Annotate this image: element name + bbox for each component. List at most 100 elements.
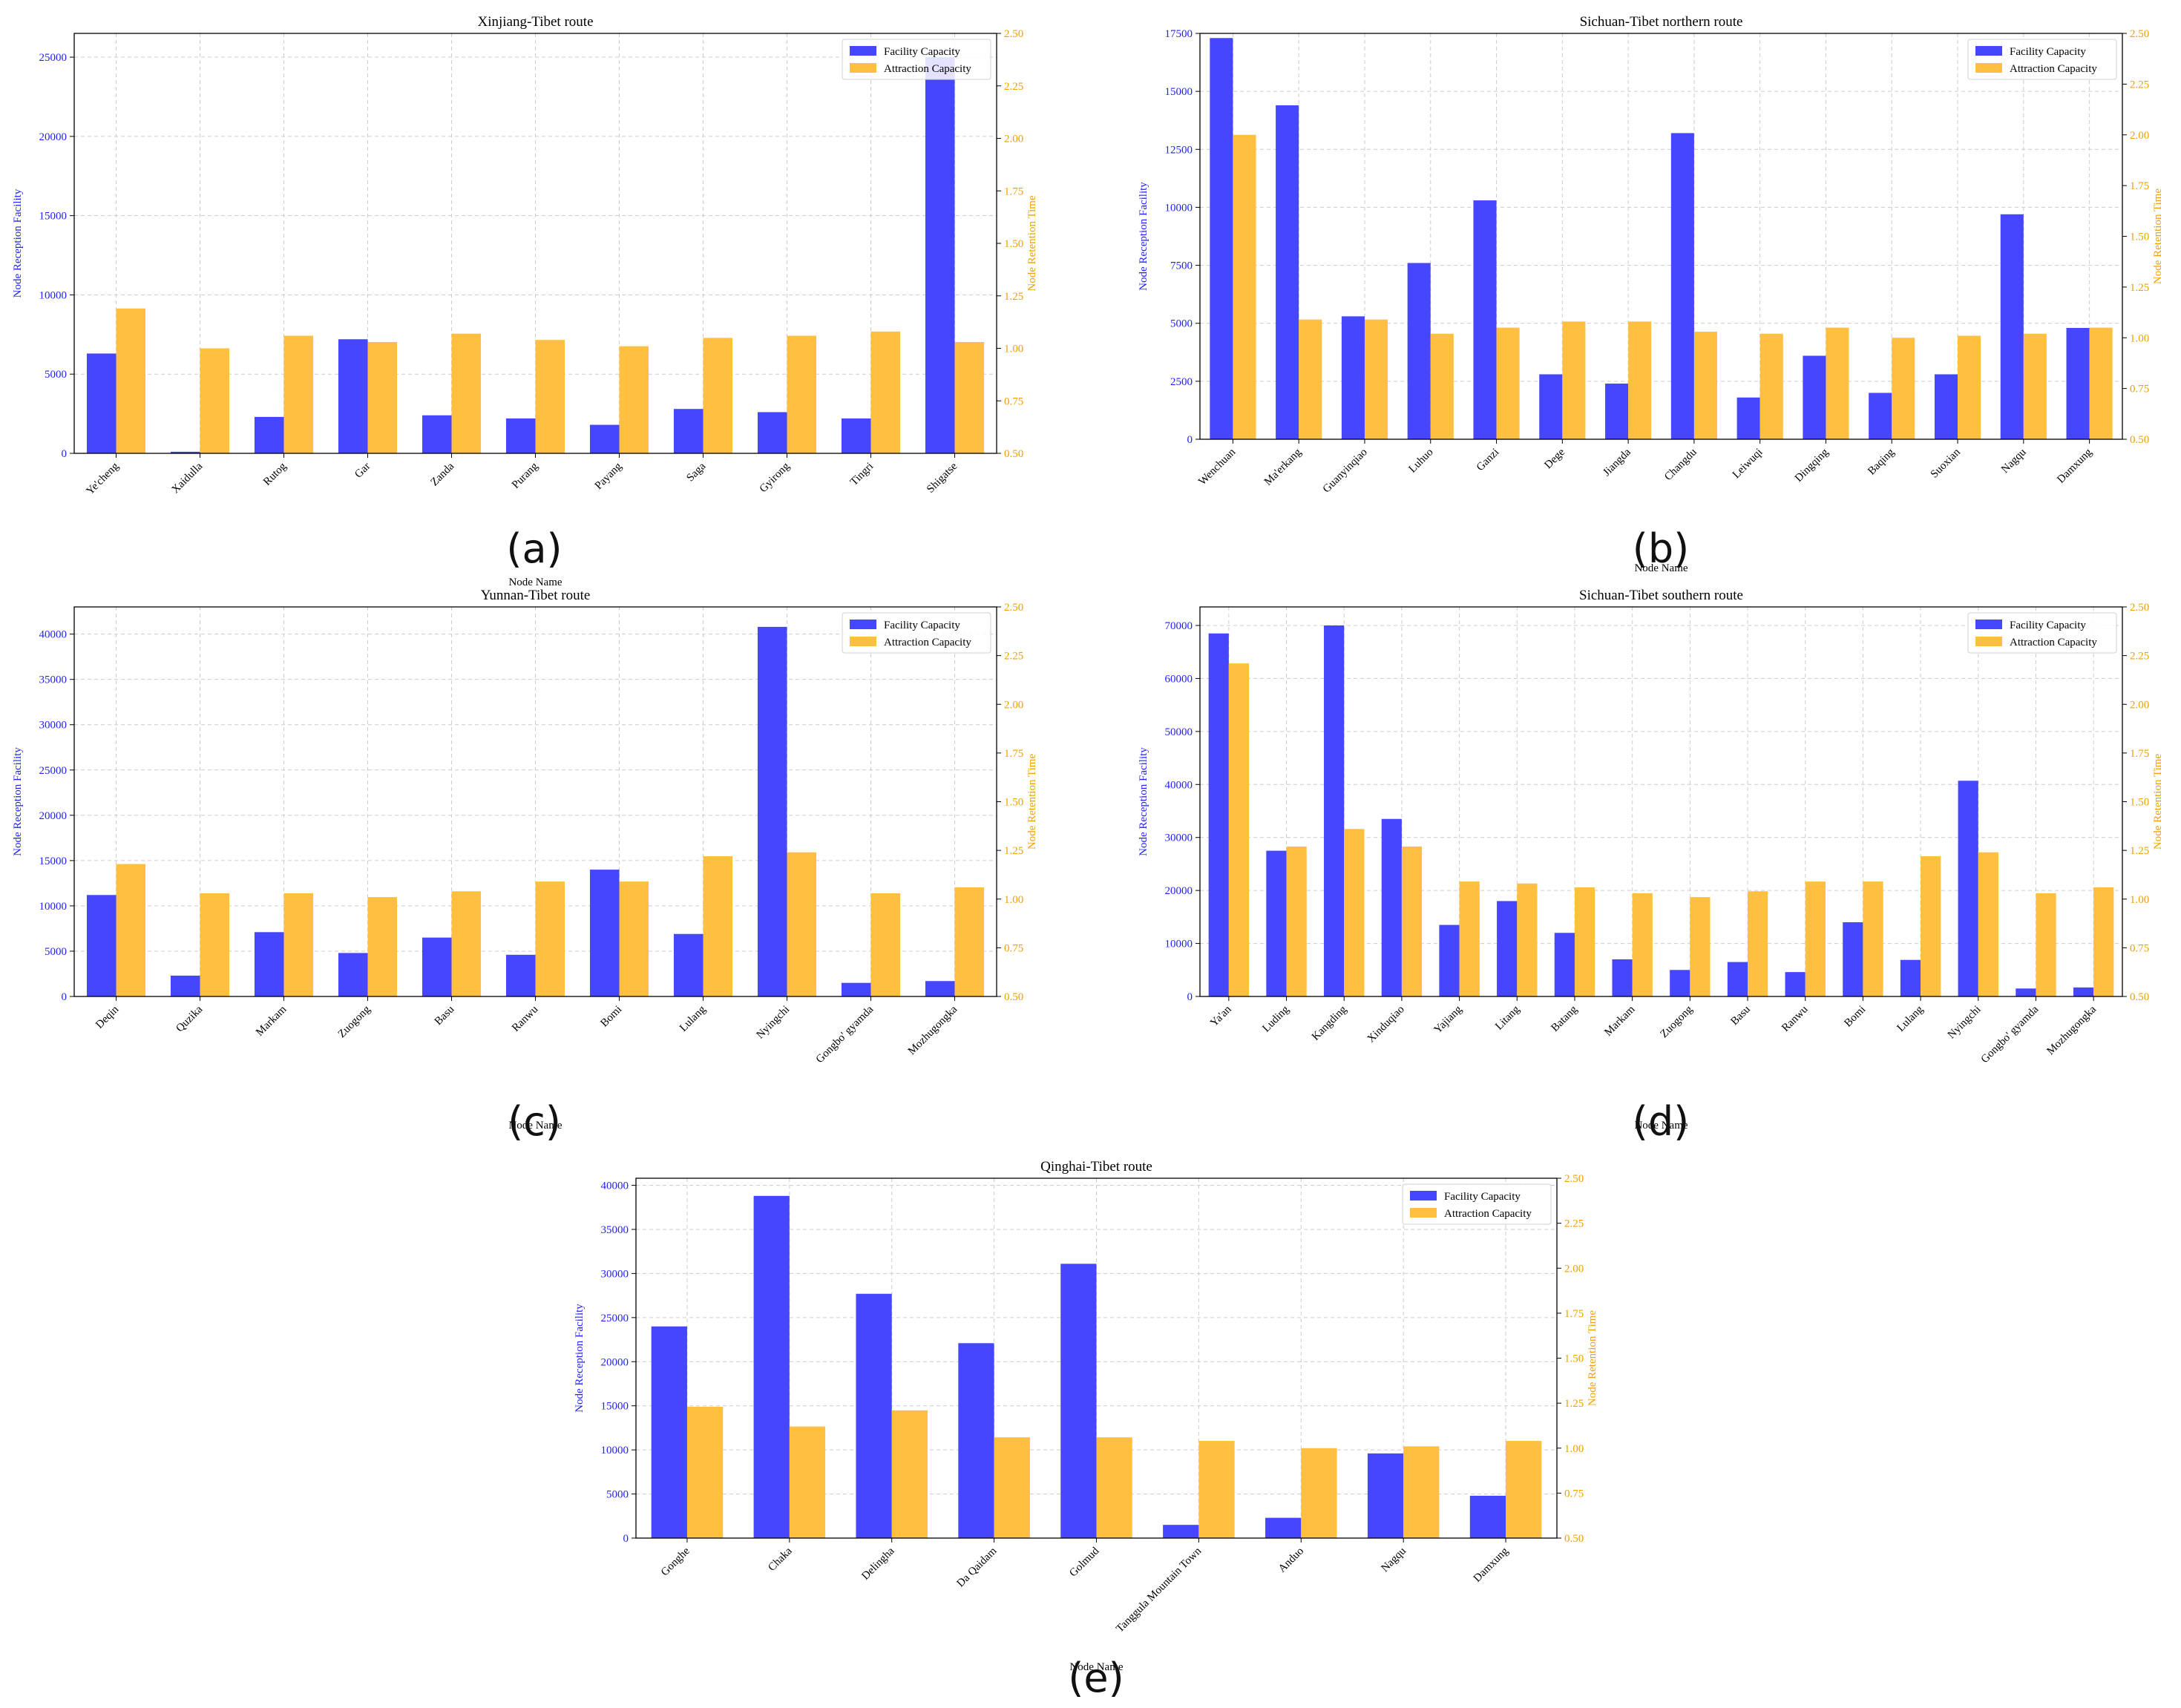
- legend-label-1: Attraction Capacity: [2010, 637, 2097, 648]
- tick-label-right: 0.75: [2130, 942, 2149, 954]
- legend: Facility Capacity Attraction Capacity: [1402, 1183, 1552, 1225]
- bar-attraction-Bomi: [619, 881, 649, 996]
- bar-attraction-Ranwu: [535, 881, 565, 996]
- tick-label-left: 10000: [601, 1445, 629, 1456]
- tick-label-left: 5000: [45, 369, 67, 381]
- bar-attraction-Purang: [535, 340, 565, 453]
- tick-label-right: 1.75: [2130, 180, 2149, 192]
- tick-label-right: 1.25: [1004, 845, 1023, 857]
- tick-label-x: Purang: [510, 460, 541, 491]
- chart-1: 0 2500 5000 7500 10000 12500 15000 17500 0.50 0.7…: [1138, 14, 2164, 574]
- chart-4: 0 5000 10000 15000 20000 25000 30000 35000 40000…: [574, 1159, 1598, 1701]
- tick-label-x: Markam: [254, 1003, 289, 1038]
- bar-attraction-Changdu: [1693, 332, 1717, 439]
- bar-facility-Batang: [1554, 933, 1575, 996]
- tick-label-left: 5000: [606, 1489, 629, 1501]
- tick-label-right: 1.50: [2130, 231, 2149, 243]
- bar-facility-Bomi: [1843, 922, 1863, 996]
- tick-label-left: 7500: [1170, 260, 1193, 272]
- legend: Facility Capacity Attraction Capacity: [1967, 39, 2117, 80]
- bar-facility-Da Qaidam: [958, 1343, 994, 1538]
- bar-facility-Nagqu: [2000, 214, 2024, 439]
- tick-label-left: 40000: [1165, 779, 1193, 791]
- chart-title: Sichuan-Tibet northern route: [1580, 14, 1743, 30]
- bar-facility-Rutog: [254, 416, 284, 453]
- tick-label-left: 20000: [39, 810, 68, 822]
- tick-label-right: 2.25: [2130, 79, 2149, 91]
- legend-box: [1967, 612, 2117, 654]
- legend-label-0: Facility Capacity: [884, 620, 960, 631]
- tick-label-right: 2.50: [2130, 28, 2149, 40]
- bar-facility-Xaidulla: [170, 451, 200, 453]
- bar-facility-Deqin: [86, 895, 117, 996]
- y-axis-label-right: Node Retention Time: [1026, 195, 1038, 292]
- bar-facility-Gongbo' gyamda: [841, 982, 871, 996]
- tick-label-x: Changdu: [1662, 446, 1699, 483]
- tick-label-x: Ganzi: [1475, 447, 1502, 474]
- tick-label-right: 1.25: [2130, 845, 2149, 857]
- bar-attraction-Batang: [1574, 887, 1595, 996]
- tick-label-x: Guanyinqiao: [1321, 447, 1370, 496]
- tick-label-right: 1.75: [2130, 748, 2149, 760]
- legend-swatch-0: [1975, 46, 2002, 56]
- tick-label-x: Nagqu: [1379, 1545, 1408, 1574]
- bar-facility-Gyirong: [757, 412, 787, 453]
- y-axis-label-left: Node Reception Facility: [1138, 747, 1149, 856]
- tick-label-x: Yajiang: [1432, 1003, 1465, 1036]
- bar-attraction-Golmud: [1096, 1437, 1132, 1538]
- legend-swatch-1: [1975, 63, 2002, 73]
- bar-attraction-Ye'cheng: [116, 308, 146, 453]
- legend-box: [842, 39, 991, 80]
- bar-attraction-Nagqu: [1403, 1446, 1440, 1538]
- tick-label-x: Kangding: [1310, 1003, 1349, 1042]
- legend-label-0: Facility Capacity: [2010, 46, 2086, 58]
- bar-facility-Lulang: [673, 933, 704, 996]
- bar-facility-Markam: [1612, 959, 1633, 996]
- bar-facility-Damxung: [2066, 327, 2090, 439]
- tick-label-left: 10000: [1165, 202, 1193, 214]
- bar-facility-Gongbo' gyamda: [2016, 988, 2036, 996]
- tick-label-x: Damxung: [2055, 446, 2094, 485]
- tick-label-right: 1.50: [2130, 797, 2149, 809]
- tick-label-right: 0.75: [1004, 942, 1023, 954]
- tick-label-left: 15000: [601, 1401, 629, 1413]
- bar-attraction-Gar: [367, 342, 398, 453]
- bar-attraction-Mozhugongka: [954, 887, 985, 996]
- legend: Facility Capacity Attraction Capacity: [842, 39, 991, 80]
- y-axis-label-left: Node Reception Facility: [574, 1304, 586, 1413]
- tick-label-right: 2.00: [1564, 1263, 1584, 1275]
- tick-label-left: 5000: [45, 946, 67, 958]
- tick-label-right: 2.00: [2130, 130, 2149, 142]
- bar-attraction-Damxung: [2089, 327, 2113, 439]
- tick-label-left: 40000: [601, 1180, 629, 1192]
- tick-label-left: 20000: [1165, 885, 1193, 897]
- tick-label-x: Gyirong: [758, 460, 793, 495]
- tick-label-right: 1.25: [1564, 1398, 1584, 1410]
- tick-label-x: Bomi: [1842, 1004, 1868, 1030]
- x-axis-label: Node Name: [1634, 1120, 1688, 1131]
- bar-attraction-Guanyinqiao: [1364, 319, 1388, 439]
- panel-label: (c): [508, 1098, 561, 1145]
- tick-label-x: Tingri: [848, 461, 876, 488]
- bar-facility-Basu: [1727, 962, 1748, 996]
- plot-frame: [1199, 33, 2123, 440]
- bar-attraction-Luding: [1286, 846, 1307, 996]
- tick-label-left: 35000: [601, 1224, 629, 1236]
- legend-swatch-1: [850, 637, 876, 646]
- bar-attraction-Zuogong: [367, 897, 398, 996]
- tick-label-right: 0.75: [1004, 395, 1023, 407]
- bar-attraction-Gyirong: [787, 335, 817, 453]
- tick-label-left: 5000: [1170, 318, 1193, 330]
- bar-facility-Guanyinqiao: [1341, 316, 1365, 439]
- tick-label-x: Golmud: [1067, 1545, 1101, 1579]
- tick-label-x: Dege: [1542, 446, 1567, 471]
- legend: Facility Capacity Attraction Capacity: [842, 612, 991, 654]
- tick-label-x: Da Qaidam: [955, 1545, 1000, 1589]
- legend-label-1: Attraction Capacity: [1444, 1208, 1532, 1220]
- bar-facility-Golmud: [1060, 1264, 1097, 1538]
- bar-attraction-Shigatse: [954, 342, 985, 453]
- tick-label-x: Ranwu: [510, 1003, 541, 1034]
- bar-attraction-Xaidulla: [200, 348, 230, 453]
- bar-facility-Dege: [1539, 374, 1563, 439]
- bar-facility-Quzika: [170, 975, 200, 996]
